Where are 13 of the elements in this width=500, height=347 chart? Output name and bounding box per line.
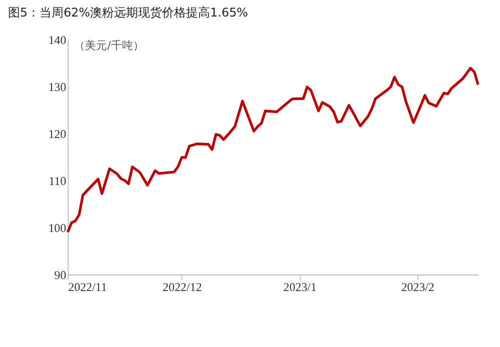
y-tick-label: 120 <box>48 126 66 141</box>
chart-title: 图5：当周62%澳粉远期现货价格提高1.65% <box>8 6 248 20</box>
x-tick-label: 2022/11 <box>68 280 107 294</box>
y-axis-title: （美元/千吨） <box>74 38 144 52</box>
y-tick-label: 130 <box>48 80 66 94</box>
y-tick-label: 140 <box>48 32 66 47</box>
y-tick-label: 110 <box>48 174 66 188</box>
y-tick-label: 90 <box>54 268 66 282</box>
line-series <box>66 66 480 234</box>
y-tick-label: 100 <box>48 220 66 235</box>
x-tick-label: 2022/12 <box>162 280 202 294</box>
x-tick-label: 2023/2 <box>401 280 434 294</box>
x-tick-label: 2023/1 <box>283 280 317 294</box>
